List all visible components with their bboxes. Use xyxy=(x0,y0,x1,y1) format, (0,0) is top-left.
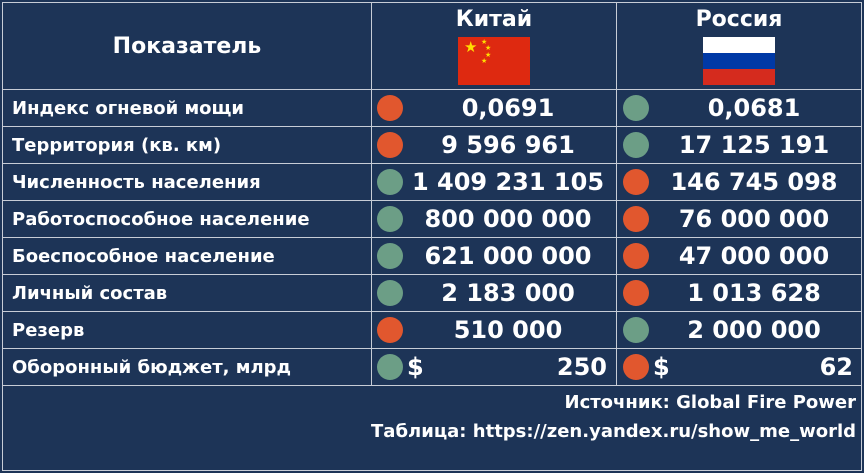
status-dot-green-icon xyxy=(623,132,649,158)
row-divider xyxy=(3,385,861,386)
row-label-reserve: Резерв xyxy=(12,319,85,341)
russia-budget-value: $ 62 xyxy=(653,349,853,385)
russia-value: 17 125 191 xyxy=(678,131,830,159)
russia-value: 2 000 000 xyxy=(687,316,821,344)
status-dot-red-icon xyxy=(623,354,649,380)
column-divider xyxy=(616,3,617,386)
china-budget-value: $ 250 xyxy=(407,349,607,385)
status-dot-red-icon xyxy=(623,206,649,232)
china-value: 0,0691 xyxy=(461,94,555,122)
header-china: Китай ★ ★ ★ ★ ★ xyxy=(372,3,616,89)
row-label-workforce: Работоспособное население xyxy=(12,208,310,230)
currency-sign: $ xyxy=(653,353,670,381)
currency-sign: $ xyxy=(407,353,424,381)
status-dot-red-icon xyxy=(623,243,649,269)
china-flag-icon: ★ ★ ★ ★ ★ xyxy=(458,37,530,85)
china-value: 9 596 961 xyxy=(441,131,575,159)
table-credit: Таблица: https://zen.yandex.ru/show_me_w… xyxy=(371,421,856,442)
row-divider xyxy=(3,89,861,90)
china-value: 1 409 231 105 xyxy=(411,168,605,196)
column-divider xyxy=(371,3,372,386)
status-dot-green-icon xyxy=(377,206,403,232)
china-value: 510 000 xyxy=(453,316,563,344)
row-divider xyxy=(3,200,861,201)
russia-value: 62 xyxy=(819,353,853,381)
status-dot-green-icon xyxy=(377,169,403,195)
row-divider xyxy=(3,274,861,275)
status-dot-red-icon xyxy=(623,169,649,195)
russia-value: 0,0681 xyxy=(707,94,801,122)
status-dot-green-icon xyxy=(623,95,649,121)
status-dot-red-icon xyxy=(377,132,403,158)
china-value: 2 183 000 xyxy=(441,279,575,307)
status-dot-green-icon xyxy=(377,280,403,306)
china-value: 621 000 000 xyxy=(424,242,592,270)
russia-value: 1 013 628 xyxy=(687,279,821,307)
row-divider xyxy=(3,126,861,127)
status-dot-red-icon xyxy=(377,95,403,121)
row-label-territory: Территория (кв. км) xyxy=(12,134,222,156)
russia-value: 146 745 098 xyxy=(670,168,838,196)
country-name-russia: Россия xyxy=(695,7,783,32)
status-dot-red-icon xyxy=(377,317,403,343)
china-value: 800 000 000 xyxy=(424,205,592,233)
row-divider xyxy=(3,237,861,238)
china-value: 250 xyxy=(556,353,607,381)
row-divider xyxy=(3,163,861,164)
header-russia: Россия xyxy=(617,3,861,89)
header-indicator-label: Показатель xyxy=(112,33,262,59)
russia-value: 47 000 000 xyxy=(678,242,830,270)
russia-flag-icon xyxy=(703,37,775,85)
source-credit: Источник: Global Fire Power xyxy=(564,392,857,413)
row-label-defense-budget: Оборонный бюджет, млрд xyxy=(12,356,292,378)
country-name-china: Китай xyxy=(455,7,533,32)
row-label-personnel: Личный состав xyxy=(12,282,168,304)
row-label-population: Численность населения xyxy=(12,171,261,193)
russia-value: 76 000 000 xyxy=(678,205,830,233)
row-divider xyxy=(3,348,861,349)
row-label-fit-for-service: Боеспособное население xyxy=(12,245,275,267)
status-dot-red-icon xyxy=(623,280,649,306)
row-label-firepower: Индекс огневой мощи xyxy=(12,97,245,119)
status-dot-green-icon xyxy=(623,317,649,343)
status-dot-green-icon xyxy=(377,354,403,380)
status-dot-green-icon xyxy=(377,243,403,269)
row-divider xyxy=(3,311,861,312)
